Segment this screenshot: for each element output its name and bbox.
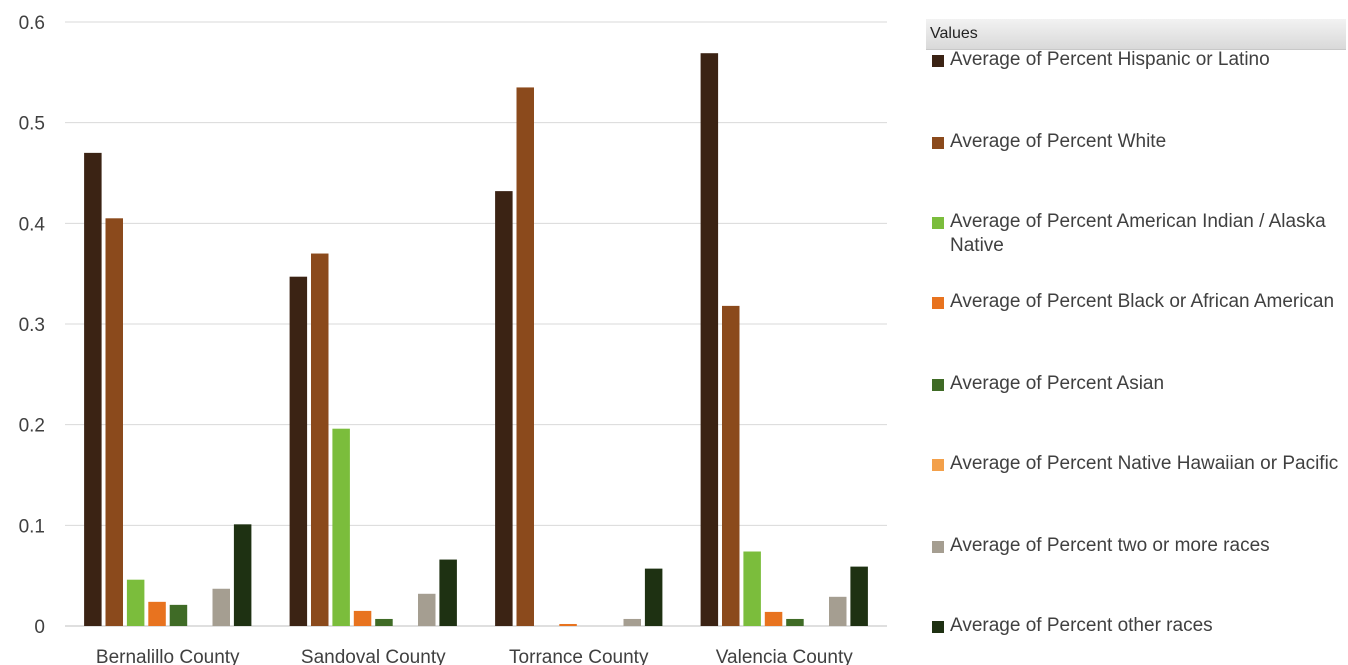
gridlines <box>65 21 887 627</box>
legend-item: Average of Percent Native Hawaiian or Pa… <box>932 452 1342 476</box>
x-category-label: Bernalillo County <box>96 647 240 665</box>
bar <box>169 604 188 626</box>
legend-label: Average of Percent Asian <box>950 373 1165 394</box>
y-tick-label: 0.1 <box>19 516 45 537</box>
legend-item: Average of Percent Asian <box>932 372 1342 396</box>
bar <box>126 579 145 626</box>
legend-label: Average of Percent other races <box>950 615 1213 636</box>
y-tick-label: 0 <box>34 617 45 638</box>
y-tick-label: 0.5 <box>19 114 45 135</box>
bar <box>311 253 329 627</box>
bar <box>148 601 166 626</box>
y-tick-label: 0.3 <box>19 315 45 336</box>
bars <box>84 53 868 627</box>
x-category-label: Sandoval County <box>301 647 446 665</box>
bar <box>559 623 577 626</box>
y-tick-label: 0.2 <box>19 416 45 437</box>
bar-chart: 0 0.1 0.2 0.3 0.4 0.5 0.6 Bernalillo County San… <box>19 13 887 665</box>
bar <box>743 551 761 626</box>
legend-title: Values <box>926 19 1346 50</box>
legend-item: Average of Percent Black or African Amer… <box>932 290 1342 314</box>
legend-label: Average of Percent White <box>950 131 1167 152</box>
bar <box>623 618 641 626</box>
legend-swatch <box>932 217 944 229</box>
bar <box>722 305 740 626</box>
bar <box>829 596 847 626</box>
y-tick-label: 0.6 <box>19 13 45 34</box>
legend-label: Average of Percent two or more races <box>950 535 1270 556</box>
legend-label: Average of Percent American Indian / Ala… <box>950 211 1326 256</box>
bar <box>105 218 123 627</box>
x-category-label: Torrance County <box>509 647 649 665</box>
legend-item: Average of Percent Hispanic or Latino <box>932 48 1342 72</box>
bar <box>375 618 393 626</box>
bar <box>495 191 513 626</box>
bar <box>233 524 252 626</box>
bar <box>332 428 350 626</box>
legend-swatch <box>932 379 944 391</box>
legend-label: Average of Percent Hispanic or Latino <box>950 49 1270 70</box>
legend-item: Average of Percent White <box>932 130 1342 154</box>
bar <box>353 610 372 626</box>
legend-item: Average of Percent American Indian / Ala… <box>932 210 1342 258</box>
bar <box>850 566 868 626</box>
bar <box>84 152 102 626</box>
bar <box>786 618 804 626</box>
legend-label: Average of Percent Native Hawaiian or Pa… <box>950 453 1339 474</box>
legend-swatch <box>932 137 944 149</box>
x-category-label: Valencia County <box>716 647 853 665</box>
bar <box>764 611 783 626</box>
bar <box>289 276 308 626</box>
bar <box>644 568 663 626</box>
y-axis-tick-labels: 0 0.1 0.2 0.3 0.4 0.5 0.6 <box>19 13 46 638</box>
legend: Values Average of Percent Hispanic or La… <box>926 19 1346 636</box>
legend-swatch <box>932 621 944 633</box>
legend-label: Average of Percent Black or African Amer… <box>950 291 1335 312</box>
bar <box>439 559 457 626</box>
bar <box>516 87 534 626</box>
legend-swatch <box>932 541 944 553</box>
x-axis-category-labels: Bernalillo County Sandoval County Torrance… <box>96 647 853 665</box>
bar <box>212 588 230 626</box>
y-tick-label: 0.4 <box>19 214 46 235</box>
legend-swatch <box>932 459 944 471</box>
bar <box>418 593 436 626</box>
legend-item: Average of Percent two or more races <box>932 534 1342 558</box>
legend-item: Average of Percent other races <box>932 614 1342 638</box>
bar <box>700 53 719 626</box>
legend-swatch <box>932 297 944 309</box>
legend-swatch <box>932 55 944 67</box>
